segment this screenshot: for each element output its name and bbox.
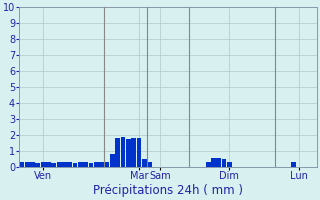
- Bar: [206, 162, 211, 167]
- Bar: [291, 162, 296, 167]
- Bar: [41, 162, 45, 167]
- Bar: [142, 159, 147, 167]
- Bar: [46, 162, 51, 167]
- Bar: [73, 163, 77, 167]
- Bar: [83, 162, 88, 167]
- Bar: [52, 163, 56, 167]
- Bar: [78, 162, 83, 167]
- Bar: [94, 162, 99, 167]
- Bar: [30, 162, 35, 167]
- Bar: [227, 162, 232, 167]
- Bar: [99, 162, 104, 167]
- Bar: [105, 162, 109, 167]
- Bar: [57, 162, 61, 167]
- Bar: [147, 162, 152, 167]
- Bar: [126, 139, 131, 167]
- Bar: [36, 163, 40, 167]
- Bar: [62, 162, 67, 167]
- Bar: [89, 163, 93, 167]
- Bar: [211, 158, 216, 167]
- Bar: [115, 138, 120, 167]
- Bar: [20, 162, 24, 167]
- Bar: [25, 162, 29, 167]
- Bar: [110, 154, 115, 167]
- Bar: [137, 138, 141, 167]
- Bar: [216, 158, 221, 167]
- Bar: [222, 159, 227, 167]
- Bar: [121, 137, 125, 167]
- X-axis label: Précipitations 24h ( mm ): Précipitations 24h ( mm ): [93, 184, 243, 197]
- Bar: [131, 138, 136, 167]
- Bar: [67, 162, 72, 167]
